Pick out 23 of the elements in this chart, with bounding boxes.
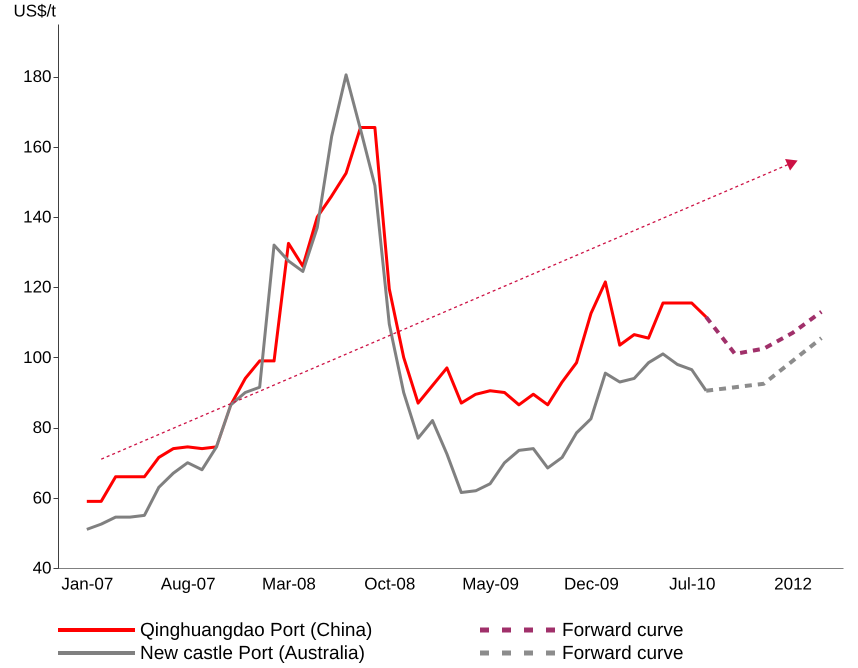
legend-label: Forward curve [562,643,684,664]
y-tick-label: 60 [32,488,52,508]
y-tick-label: 140 [23,208,52,227]
y-tick-label: 160 [23,137,52,156]
y-tick-label: 80 [32,418,52,438]
legend-label: Forward curve [562,620,684,641]
x-tick-label: May-09 [462,574,519,594]
x-tick-label: 2012 [774,574,812,594]
y-tick-label: 40 [32,558,52,578]
y-tick-label: 120 [23,278,52,297]
line-series [704,310,824,356]
x-tick-label: Jan-07 [61,574,114,594]
y-tick-label: 100 [23,348,52,367]
line-series [85,126,708,503]
x-tick-label: Jul-10 [669,574,716,594]
legend-label: New castle Port (Australia) [140,643,365,664]
legend-label: Qinghuangdao Port (China) [140,620,372,641]
x-tick-label: Mar-08 [262,574,316,594]
x-tick-label: Dec-09 [564,574,619,594]
x-tick-label: Aug-07 [160,574,216,594]
x-tick-label: Oct-08 [364,574,416,594]
y-axis-title: US$/t [14,2,56,20]
y-tick-label: 180 [23,67,52,86]
